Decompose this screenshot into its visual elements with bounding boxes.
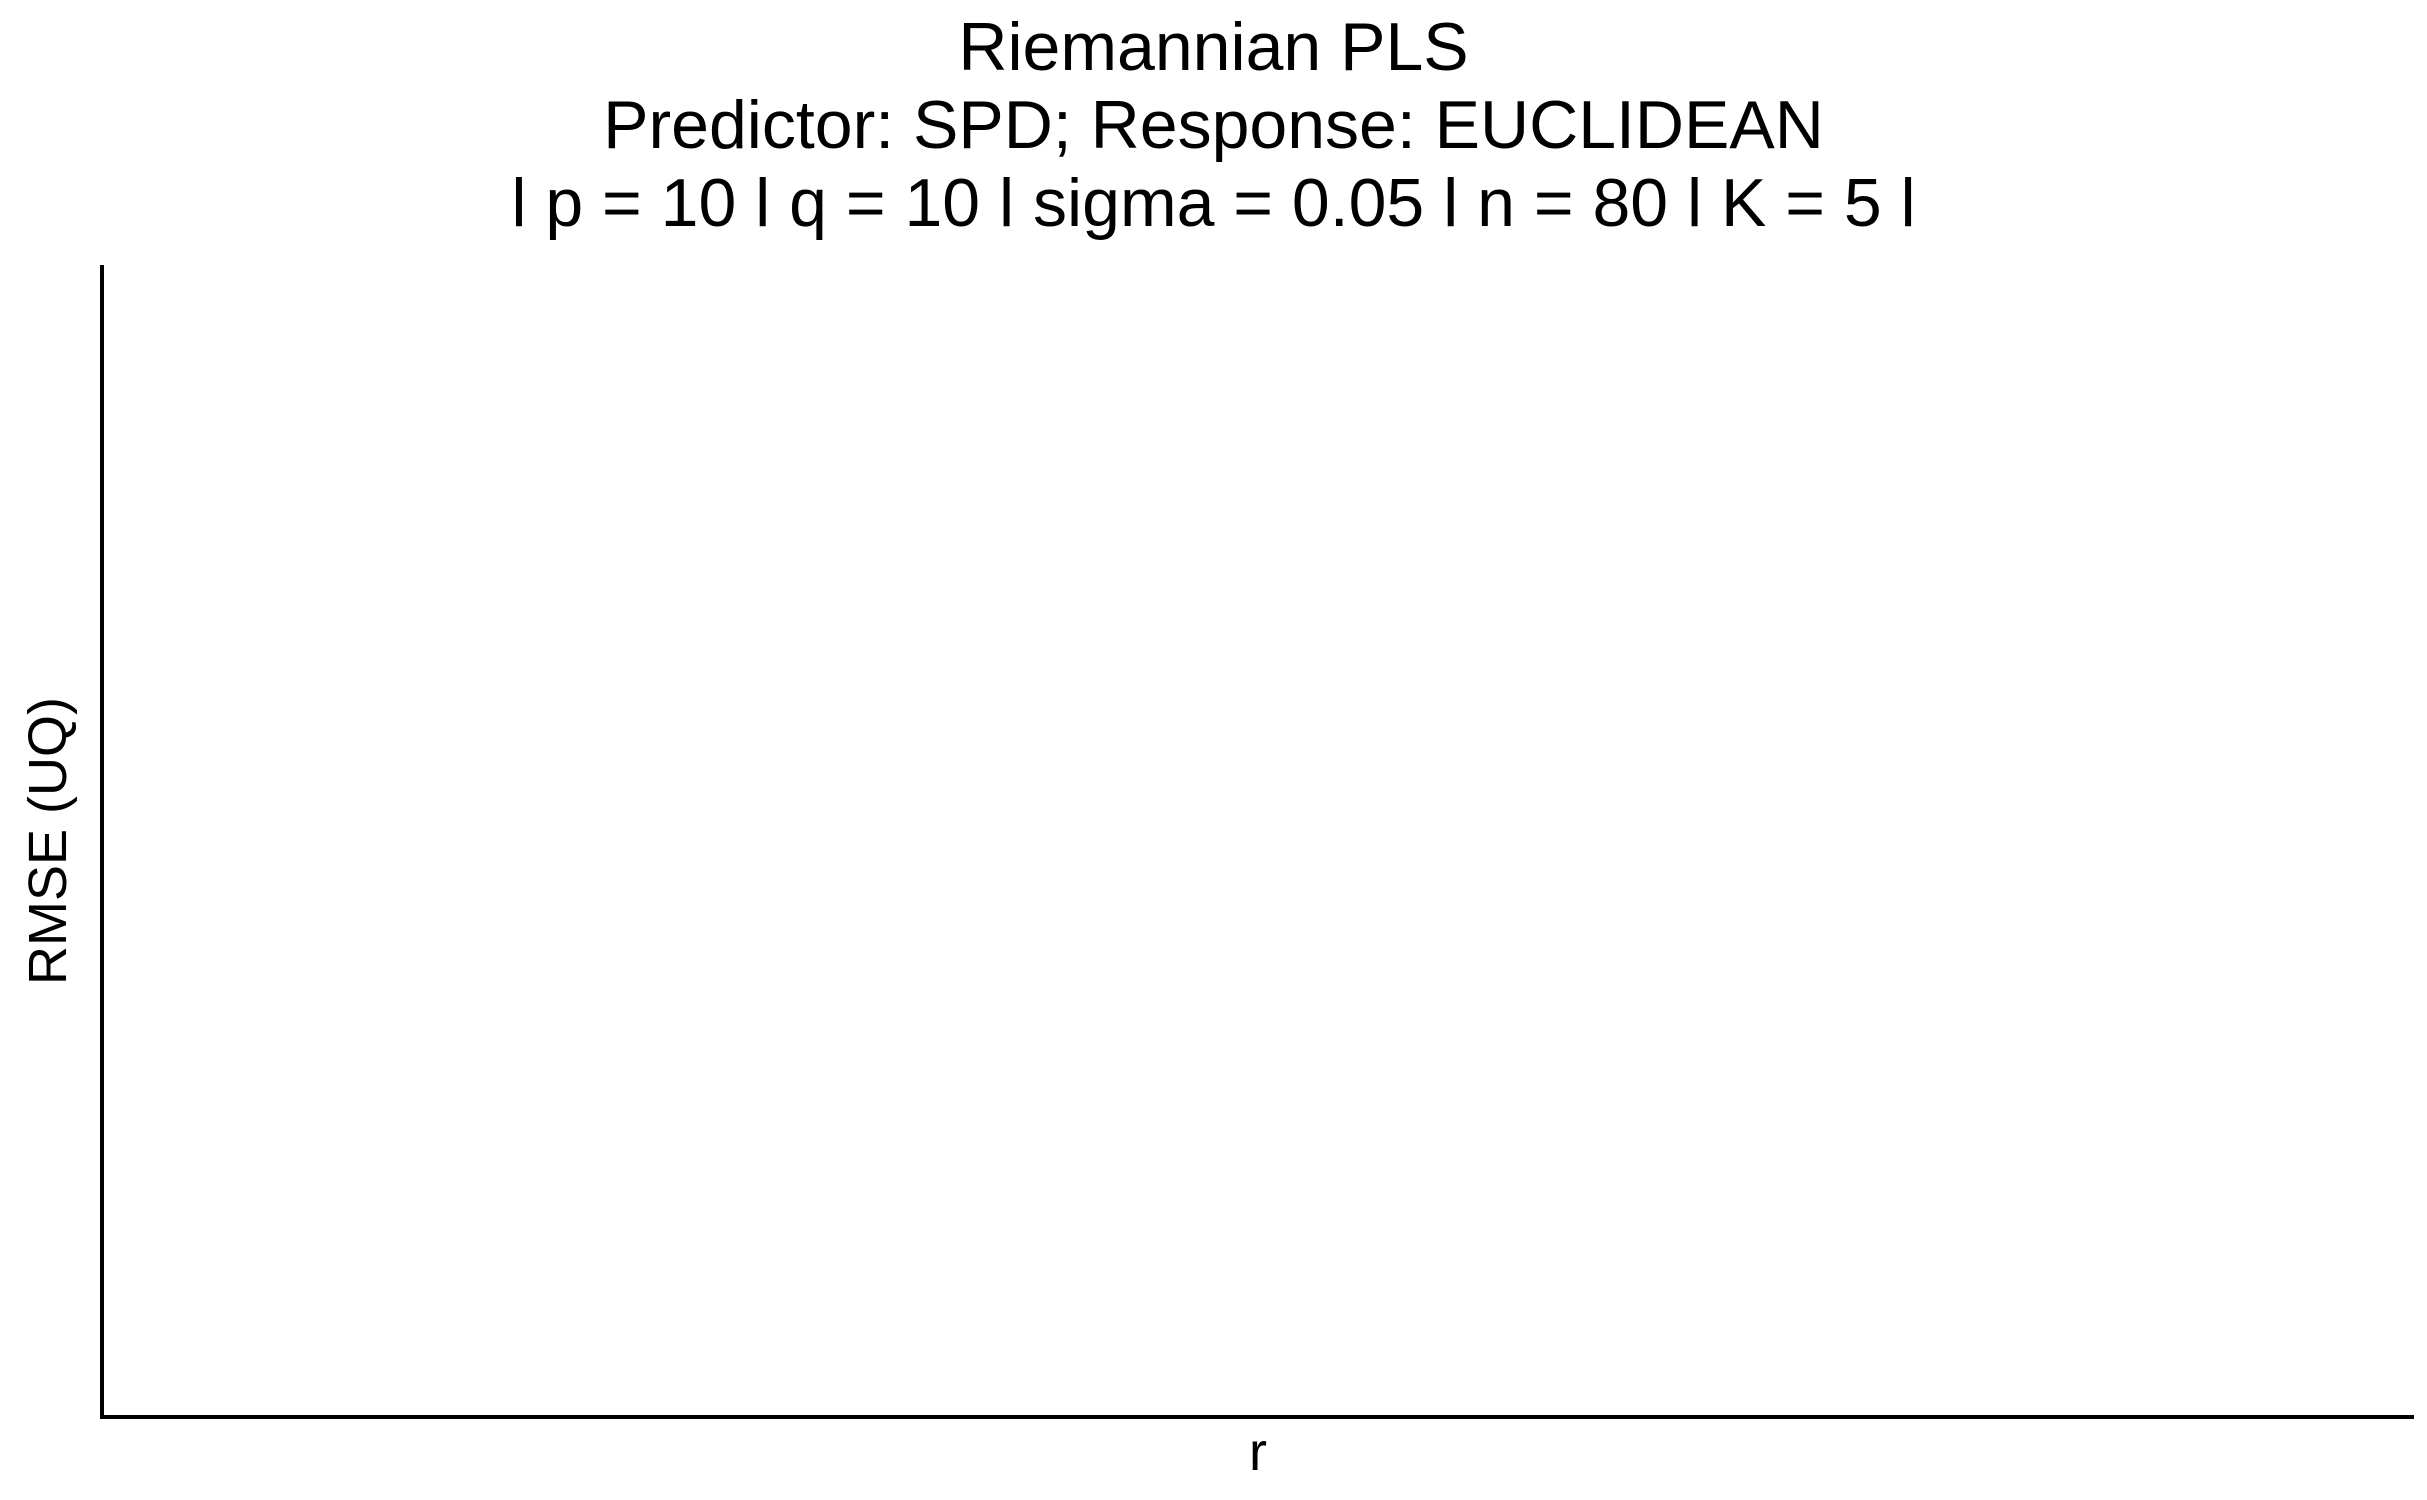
chart-parameters: l p = 10 l q = 10 l sigma = 0.05 l n = 8… [511, 165, 1916, 241]
chart-title: Riemannian PLS [958, 9, 1469, 85]
x-axis-label: r [1249, 1422, 1267, 1482]
y-axis-label: RMSE (UQ) [18, 697, 78, 985]
chart-subtitle: Predictor: SPD; Response: EUCLIDEAN [603, 87, 1824, 163]
chart-titles: Riemannian PLS Predictor: SPD; Response:… [0, 8, 2427, 242]
